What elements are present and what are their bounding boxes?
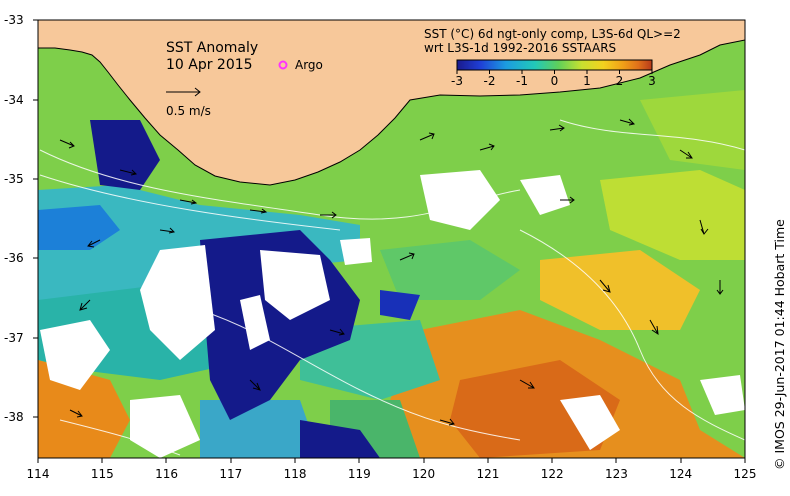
y-tick-label: -35 (4, 172, 24, 186)
colorbar-tick-label: 3 (648, 74, 656, 88)
argo-marker-icon (278, 60, 288, 70)
x-tick-label: 123 (605, 467, 628, 481)
y-tick-label: -37 (4, 331, 24, 345)
colorbar-tick-label: -2 (484, 74, 496, 88)
colorbar-tick-label: 1 (583, 74, 591, 88)
y-tick-label: -33 (4, 13, 24, 27)
y-tick-label: -36 (4, 251, 24, 265)
scale-arrow-icon (166, 87, 201, 97)
colorbar (456, 59, 653, 71)
colorbar-tick-label: 2 (616, 74, 624, 88)
credit-text: © IMOS 29-Jun-2017 01:44 Hobart Time (772, 219, 787, 470)
colorbar-tick-label: -3 (451, 74, 463, 88)
x-tick-label: 125 (733, 467, 757, 481)
x-tick-label: 116 (155, 467, 178, 481)
x-tick-label: 115 (90, 467, 114, 481)
y-tick-label: -38 (4, 410, 24, 424)
x-tick-label: 121 (476, 467, 500, 481)
colorbar-title-line1: SST (°C) 6d ngt-only comp, L3S-6d QL>=2 (424, 27, 681, 41)
plot-frame (37, 19, 746, 459)
sst-field (38, 20, 745, 458)
colorbar-title-line2: wrt L3S-1d 1992-2016 SSTAARS (424, 41, 616, 55)
tick-marks (33, 19, 746, 463)
colorbar-ticks (456, 70, 653, 74)
x-tick-label: 118 (283, 467, 307, 481)
map-date: 10 Apr 2015 (166, 57, 253, 73)
colorbar-tick-label: -1 (516, 74, 528, 88)
scale-label: 0.5 m/s (166, 104, 211, 118)
colorbar-tick-label: 0 (551, 74, 559, 88)
argo-label: Argo (295, 58, 323, 72)
x-tick-label: 117 (219, 467, 243, 481)
x-tick-label: 124 (669, 467, 693, 481)
x-tick-label: 114 (26, 467, 50, 481)
x-tick-label: 122 (540, 467, 564, 481)
y-tick-label: -34 (4, 93, 24, 107)
x-tick-label: 119 (347, 467, 371, 481)
map-title: SST Anomaly (166, 40, 258, 56)
x-tick-label: 120 (412, 467, 436, 481)
colorbar-labels: -3 -2 -1 0 1 2 3 (451, 74, 656, 88)
